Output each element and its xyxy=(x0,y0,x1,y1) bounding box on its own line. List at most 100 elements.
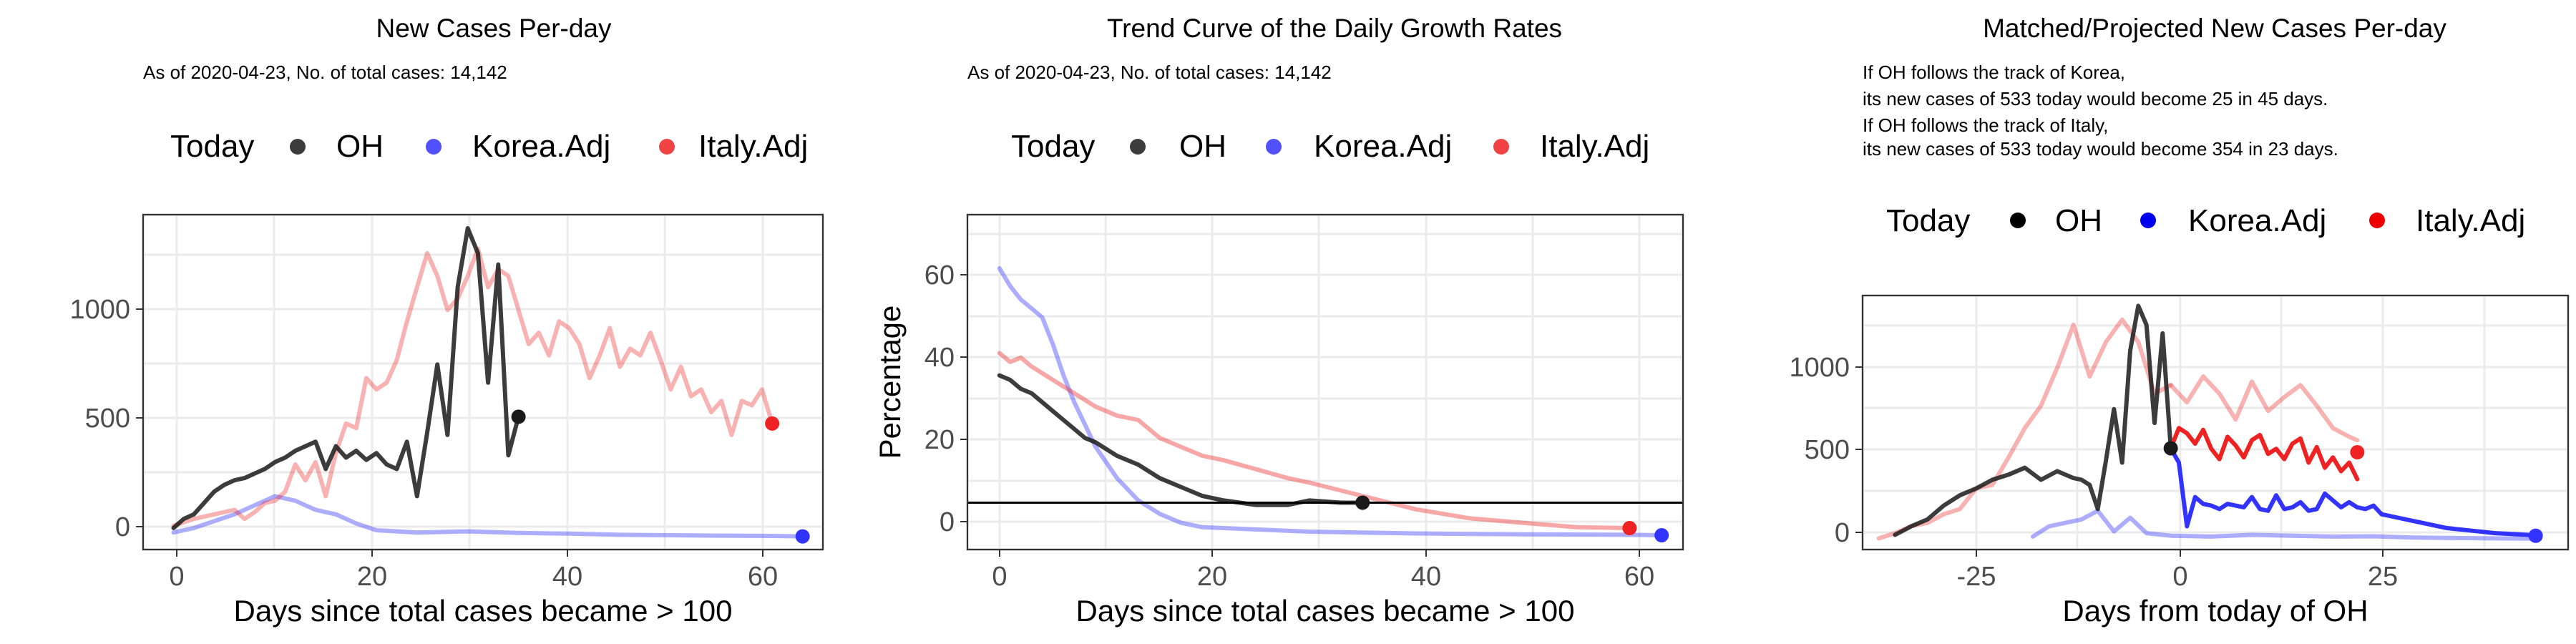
panel-matched-projected: Matched/Projected New Cases Per-day If O… xyxy=(1789,14,2570,628)
today-point-korea-adj xyxy=(1654,528,1669,543)
y-axis: 0 500 1000 xyxy=(69,295,143,542)
chart-subtitle-line: its new cases of 533 today would become … xyxy=(1863,138,2338,160)
x-tick-label: 0 xyxy=(169,562,184,592)
panel-new-cases: New Cases Per-day As of 2020-04-23, No. … xyxy=(69,14,824,628)
series-line-italy-adj xyxy=(2168,374,2360,443)
plot-frame xyxy=(142,213,824,551)
y-tick-label: 40 xyxy=(924,343,955,373)
chart-subtitle-line: If OH follows the track of Korea, xyxy=(1863,62,2125,83)
chart-title: New Cases Per-day xyxy=(376,14,612,43)
series-line-oh xyxy=(1893,303,2173,537)
chart-title: Trend Curve of the Daily Growth Rates xyxy=(1107,14,1562,43)
legend: Today OH Korea.Adj Italy.Adj xyxy=(1011,129,1649,164)
x-tick-label: 25 xyxy=(2368,562,2398,592)
legend-label-korea: Korea.Adj xyxy=(472,129,610,164)
y-tick-label: 0 xyxy=(940,507,955,537)
plot-frame xyxy=(966,213,1684,551)
legend-label-italy: Italy.Adj xyxy=(2416,203,2525,238)
legend-key-korea xyxy=(426,139,441,155)
y-tick-label: 1000 xyxy=(69,295,130,325)
plot-area xyxy=(966,213,1684,551)
legend-key-italy xyxy=(2369,213,2385,228)
y-tick-label: 500 xyxy=(1805,435,1850,465)
x-tick-label: 40 xyxy=(1411,562,1441,592)
x-tick-label: 60 xyxy=(1624,562,1654,592)
series-layer xyxy=(1876,303,2543,543)
plot-area xyxy=(1861,294,2570,551)
legend-label-oh: OH xyxy=(2055,203,2102,238)
legend-label-korea: Korea.Adj xyxy=(1314,129,1452,164)
y-tick-label: 1000 xyxy=(1789,353,1850,383)
series-line-korea-adj xyxy=(997,265,1664,537)
today-point-oh xyxy=(1355,495,1370,510)
series-line-italy-adj xyxy=(1876,317,2173,541)
today-point-italy-adj xyxy=(2350,445,2365,460)
legend-key-italy xyxy=(659,139,675,155)
legend-label-oh: OH xyxy=(336,129,384,164)
series-line-korea-adj xyxy=(2168,446,2538,538)
legend-key-korea xyxy=(1266,139,1282,155)
y-axis-title: Percentage xyxy=(873,306,907,459)
legend-title: Today xyxy=(170,129,254,164)
today-point-italy-adj xyxy=(765,416,780,431)
legend-key-korea xyxy=(2140,213,2156,228)
legend-key-oh xyxy=(290,139,306,155)
y-tick-label: 500 xyxy=(85,404,130,434)
legend-title: Today xyxy=(1886,203,1970,238)
series-layer xyxy=(967,265,1683,543)
x-axis-title: Days from today of OH xyxy=(2062,594,2368,628)
y-tick-label: 0 xyxy=(1835,518,1850,548)
series-line-italy-adj xyxy=(997,351,1632,530)
series-line-oh xyxy=(171,226,521,530)
legend-label-italy: Italy.Adj xyxy=(1540,129,1649,164)
x-axis: 0 20 40 60 Days since total cases became… xyxy=(169,550,778,628)
x-tick-label: 60 xyxy=(748,562,778,592)
x-axis-title: Days since total cases became > 100 xyxy=(234,594,733,628)
chart-title: Matched/Projected New Cases Per-day xyxy=(1983,14,2446,43)
y-axis: 0 20 40 60 Percentage xyxy=(873,260,967,537)
today-point-oh xyxy=(511,409,526,424)
x-tick-label: 0 xyxy=(992,562,1007,592)
series-layer xyxy=(171,226,810,544)
legend-label-italy: Italy.Adj xyxy=(698,129,808,164)
plot-border xyxy=(142,213,824,551)
today-point-italy-adj xyxy=(1622,521,1637,536)
grid xyxy=(143,215,823,550)
chart-subtitle-line: As of 2020-04-23, No. of total cases: 14… xyxy=(967,62,1332,83)
panel-growth-rates: Trend Curve of the Daily Growth Rates As… xyxy=(873,14,1684,628)
today-point-oh xyxy=(2163,441,2178,456)
series-line-korea-adj xyxy=(2031,508,2538,541)
y-tick-label: 0 xyxy=(115,512,130,542)
legend-key-oh xyxy=(1130,139,1146,155)
y-tick-label: 20 xyxy=(924,425,955,455)
x-axis: -25 0 25 Days from today of OH xyxy=(1957,550,2398,628)
x-axis-title: Days since total cases became > 100 xyxy=(1076,594,1575,628)
chart-subtitle-line: If OH follows the track of Italy, xyxy=(1863,114,2108,136)
x-tick-label: 40 xyxy=(552,562,582,592)
legend-key-italy xyxy=(1493,139,1509,155)
x-tick-label: 20 xyxy=(1197,562,1227,592)
x-axis: 0 20 40 60 Days since total cases became… xyxy=(992,550,1654,628)
legend-label-korea: Korea.Adj xyxy=(2188,203,2326,238)
plot-frame xyxy=(1861,294,2570,551)
plot-border xyxy=(966,213,1684,551)
chart-subtitle-line: As of 2020-04-23, No. of total cases: 14… xyxy=(143,62,507,83)
y-tick-label: 60 xyxy=(924,260,955,291)
today-point-korea-adj xyxy=(795,529,810,544)
grid xyxy=(1863,296,2568,550)
plot-border xyxy=(1861,294,2570,551)
x-tick-label: 0 xyxy=(2172,562,2187,592)
series-line-italy-adj xyxy=(171,246,775,528)
chart-subtitle-line: its new cases of 533 today would become … xyxy=(1863,88,2328,109)
y-axis: 0 500 1000 xyxy=(1789,353,1863,548)
legend-label-oh: OH xyxy=(1179,129,1226,164)
plot-area xyxy=(142,213,824,551)
legend-key-oh xyxy=(2010,213,2026,228)
legend: Today OH Korea.Adj Italy.Adj xyxy=(170,129,808,164)
x-tick-label: 20 xyxy=(357,562,387,592)
today-point-korea-adj xyxy=(2528,528,2543,543)
legend: Today OH Korea.Adj Italy.Adj xyxy=(1886,203,2525,238)
series-line-korea-adj xyxy=(171,494,805,539)
legend-title: Today xyxy=(1011,129,1095,164)
